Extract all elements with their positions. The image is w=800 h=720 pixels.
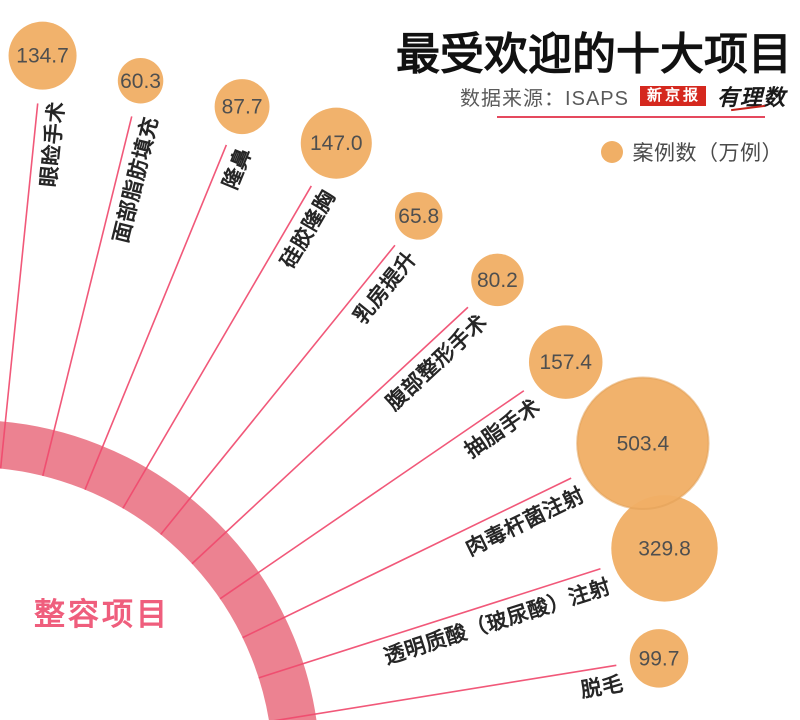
youlishu-logo: 有理数: [717, 80, 788, 112]
spoke-line-7: [242, 477, 572, 639]
spoke-line-0: [0, 103, 39, 469]
spoke-line-1: [42, 116, 133, 477]
bubble-value-0: 134.7: [16, 45, 69, 68]
item-label-9: 脱毛: [579, 672, 625, 703]
data-source-label: 数据来源：ISAPS: [460, 87, 629, 110]
spoke-line-2: [84, 144, 228, 490]
bubble-3: [300, 107, 372, 179]
bubble-value-8: 329.8: [638, 537, 691, 560]
spoke-line-8: [258, 568, 601, 679]
item-label-5: 腹部整形手术: [381, 310, 492, 415]
spoke-line-3: [122, 185, 312, 509]
item-label-8: 透明质酸（玻尿酸）注射: [381, 574, 614, 669]
spoke-line-9: [268, 664, 617, 720]
spoke-group-8: 透明质酸（玻尿酸）注射: [258, 568, 614, 679]
bubble-8: [611, 495, 718, 602]
bubble-2: [214, 79, 270, 135]
page-title: 最受欢迎的十大项目: [396, 30, 792, 79]
spoke-line-6: [219, 390, 525, 600]
spoke-line-4: [160, 244, 396, 536]
bubble-value-9: 99.7: [639, 647, 680, 670]
bubble-7: [576, 376, 710, 511]
bubble-value-1: 60.3: [120, 70, 161, 93]
item-label-0: 眼睑手术: [36, 100, 69, 188]
legend: 案例数（万例）: [600, 137, 784, 167]
spoke-group-0: 眼睑手术: [0, 100, 69, 469]
category-label: 整容项目: [34, 597, 170, 632]
header-divider: [497, 116, 765, 118]
bubble-value-6: 157.4: [539, 351, 592, 374]
fan-ring: [0, 421, 317, 720]
bubble-value-7: 503.4: [617, 432, 670, 455]
spoke-line-5: [191, 306, 469, 565]
bubble-5: [471, 253, 524, 307]
bubble-1: [117, 58, 164, 104]
legend-label: 案例数（万例）: [632, 142, 783, 165]
spoke-group-9: 脱毛: [268, 664, 625, 720]
bubble-0: [8, 21, 77, 90]
bubble-value-3: 147.0: [310, 132, 363, 155]
xinjingbao-logo: 新京报: [639, 86, 706, 106]
bubble-value-5: 80.2: [477, 269, 518, 292]
bubble-4: [394, 192, 443, 240]
bubble-9: [629, 629, 689, 688]
bubble-value-2: 87.7: [222, 96, 263, 119]
bubble-6: [528, 325, 603, 399]
legend-bubble-icon: [600, 141, 623, 163]
source-row: 数据来源：ISAPS 新京报 有理数: [460, 80, 788, 112]
bubble-value-4: 65.8: [398, 205, 439, 228]
